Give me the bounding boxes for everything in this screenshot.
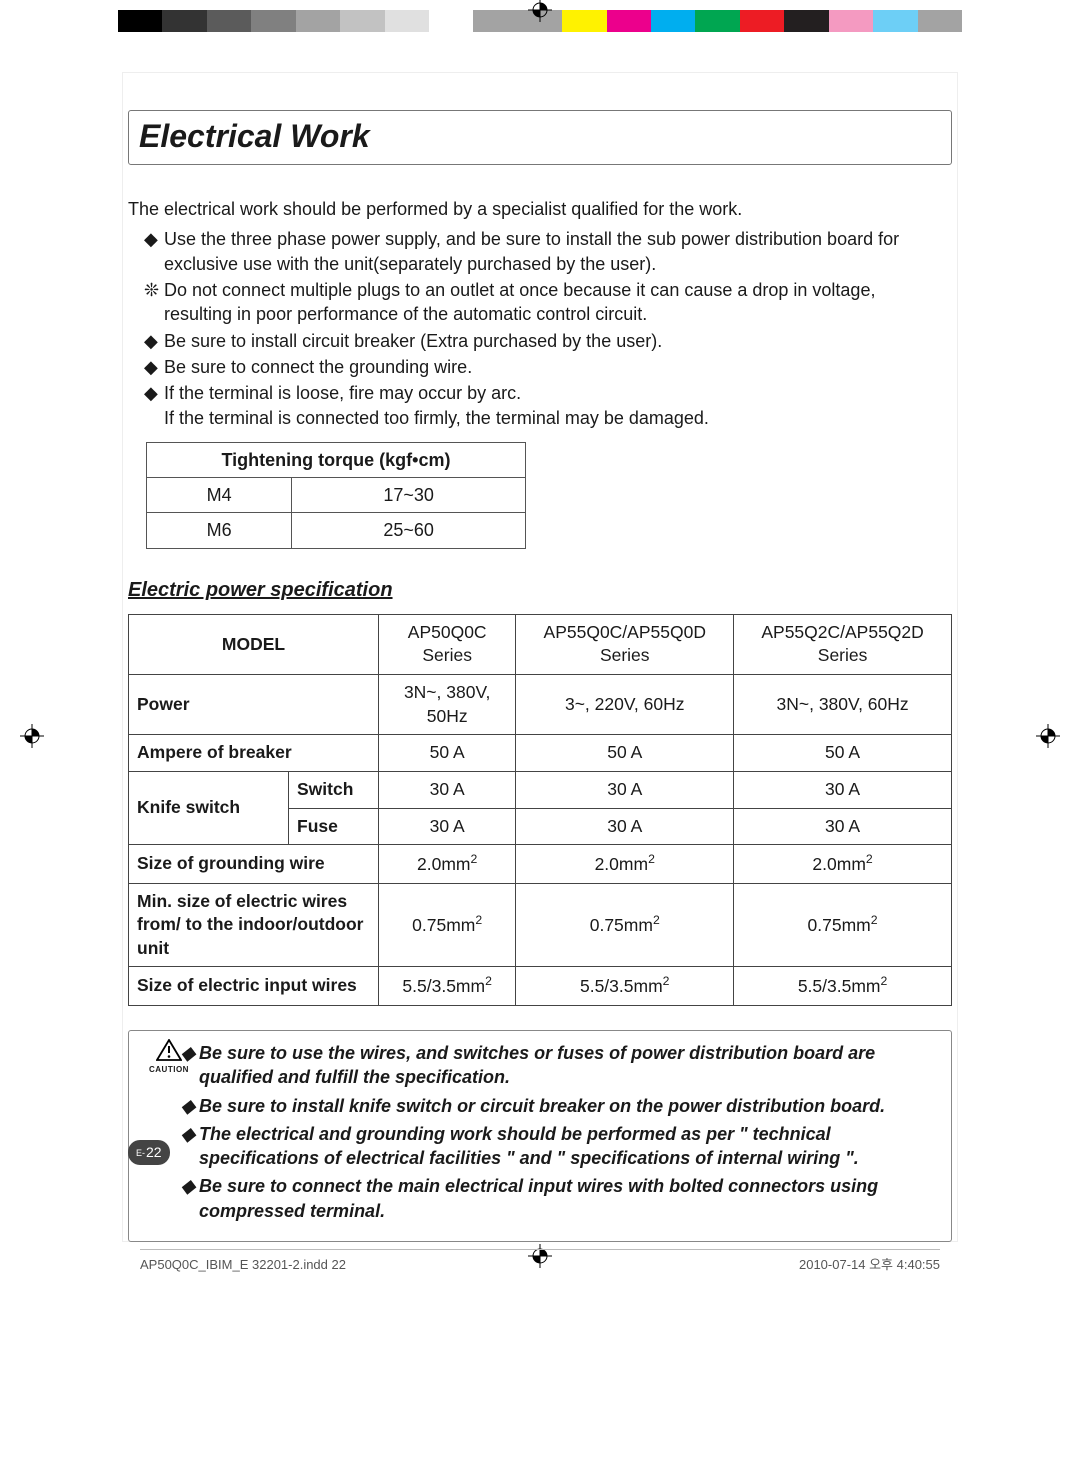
- breaker-1: 50 A: [516, 735, 734, 772]
- intro-text: The electrical work should be performed …: [128, 197, 952, 221]
- breaker-label: Ampere of breaker: [129, 735, 379, 772]
- page-number-badge: E-22: [128, 1140, 170, 1165]
- torque-m6-val: 25~60: [292, 513, 526, 548]
- spec-subheading: Electric power specification: [128, 577, 952, 604]
- switch-1: 30 A: [516, 771, 734, 808]
- minwire-1: 0.75mm2: [516, 883, 734, 967]
- footer-date: 2010-07-14 오후 4:40:55: [799, 1256, 940, 1274]
- switch-0: 30 A: [379, 771, 516, 808]
- bullet-item: ◆Be sure to connect the grounding wire.: [148, 355, 952, 379]
- caution-item: ◆The electrical and grounding work shoul…: [181, 1122, 935, 1171]
- power-1: 3~, 220V, 60Hz: [516, 675, 734, 735]
- input-1: 5.5/3.5mm2: [516, 967, 734, 1005]
- model-0: AP50Q0C Series: [379, 614, 516, 674]
- input-0: 5.5/3.5mm2: [379, 967, 516, 1005]
- registration-mark-top: [528, 0, 552, 22]
- caution-box: CAUTION ◆Be sure to use the wires, and s…: [128, 1030, 952, 1242]
- fuse-2: 30 A: [734, 808, 952, 845]
- torque-header: Tightening torque (kgf•cm): [147, 442, 526, 477]
- caution-item: ◆Be sure to install knife switch or circ…: [181, 1094, 935, 1118]
- bullet-item: ◆Use the three phase power supply, and b…: [148, 227, 952, 276]
- warning-icon: [156, 1039, 182, 1061]
- spec-table: MODEL AP50Q0C Series AP55Q0C/AP55Q0D Ser…: [128, 614, 952, 1006]
- bullet-item: ❊Do not connect multiple plugs to an out…: [148, 278, 952, 327]
- ground-0: 2.0mm2: [379, 845, 516, 883]
- fuse-1: 30 A: [516, 808, 734, 845]
- caution-list: ◆Be sure to use the wires, and switches …: [151, 1041, 935, 1223]
- input-2: 5.5/3.5mm2: [734, 967, 952, 1005]
- switch-label: Switch: [289, 771, 379, 808]
- bullet-item: ◆If the terminal is loose, fire may occu…: [148, 381, 952, 430]
- ground-1: 2.0mm2: [516, 845, 734, 883]
- minwire-2: 0.75mm2: [734, 883, 952, 967]
- power-0: 3N~, 380V, 50Hz: [379, 675, 516, 735]
- section-title: Electrical Work: [139, 115, 941, 158]
- torque-m6-label: M6: [147, 513, 292, 548]
- page-content: Electrical Work The electrical work shou…: [128, 110, 952, 1192]
- breaker-2: 50 A: [734, 735, 952, 772]
- knife-label: Knife switch: [129, 771, 289, 844]
- footer-file: AP50Q0C_IBIM_E 32201-2.indd 22: [140, 1256, 346, 1274]
- model-header: MODEL: [129, 614, 379, 674]
- bullet-list: ◆Use the three phase power supply, and b…: [128, 227, 952, 429]
- section-title-box: Electrical Work: [128, 110, 952, 165]
- caution-item: ◆Be sure to use the wires, and switches …: [181, 1041, 935, 1090]
- ground-2: 2.0mm2: [734, 845, 952, 883]
- fuse-label: Fuse: [289, 808, 379, 845]
- switch-2: 30 A: [734, 771, 952, 808]
- ground-label: Size of grounding wire: [129, 845, 379, 883]
- input-label: Size of electric input wires: [129, 967, 379, 1005]
- fuse-0: 30 A: [379, 808, 516, 845]
- registration-mark-right: [1036, 724, 1060, 748]
- power-2: 3N~, 380V, 60Hz: [734, 675, 952, 735]
- model-1: AP55Q0C/AP55Q0D Series: [516, 614, 734, 674]
- torque-table: Tightening torque (kgf•cm) M417~30 M625~…: [146, 442, 526, 549]
- model-2: AP55Q2C/AP55Q2D Series: [734, 614, 952, 674]
- minwire-0: 0.75mm2: [379, 883, 516, 967]
- registration-mark-left: [20, 724, 44, 748]
- power-label: Power: [129, 675, 379, 735]
- caution-item: ◆Be sure to connect the main electrical …: [181, 1174, 935, 1223]
- torque-m4-val: 17~30: [292, 478, 526, 513]
- minwire-label: Min. size of electric wires from/ to the…: [129, 883, 379, 967]
- footer: AP50Q0C_IBIM_E 32201-2.indd 22 2010-07-1…: [140, 1249, 940, 1274]
- bullet-item: ◆Be sure to install circuit breaker (Ext…: [148, 329, 952, 353]
- torque-m4-label: M4: [147, 478, 292, 513]
- breaker-0: 50 A: [379, 735, 516, 772]
